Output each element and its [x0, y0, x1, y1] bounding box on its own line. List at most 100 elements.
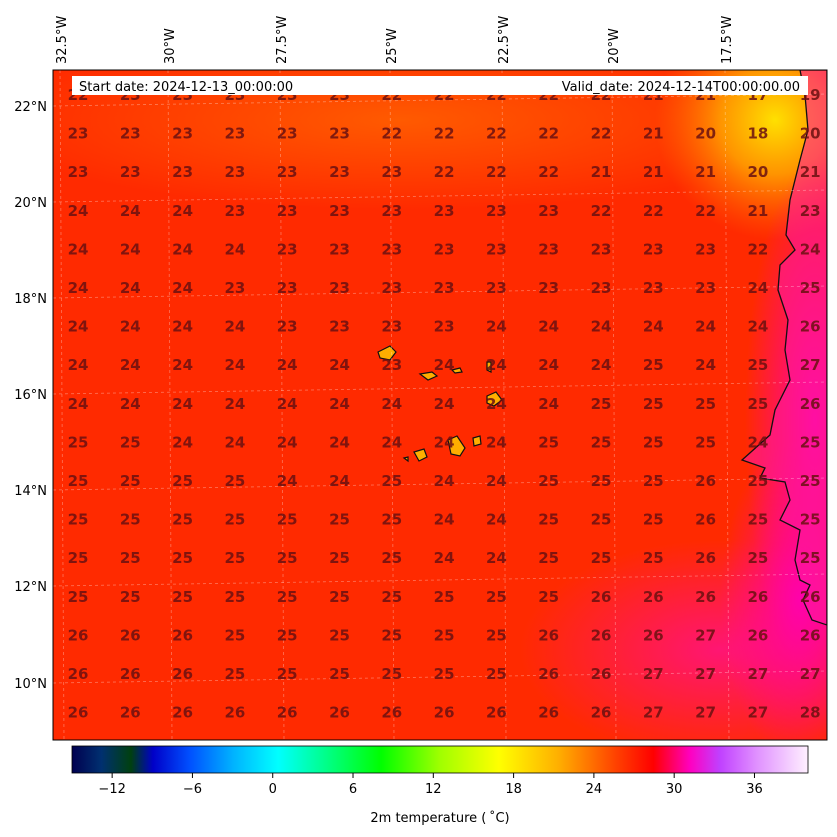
grid-value: 24 — [747, 318, 768, 336]
colorbar-tick-label: 6 — [349, 782, 357, 797]
island-maio — [472, 435, 482, 447]
grid-value: 22 — [695, 202, 716, 220]
grid-value: 24 — [172, 356, 193, 374]
graticule — [53, 70, 827, 740]
grid-value: 25 — [591, 549, 612, 567]
grid-value: 25 — [486, 665, 507, 683]
colorbar-tick-label: 30 — [666, 782, 683, 797]
grid-value: 27 — [747, 704, 768, 722]
longitude-label: 25°W — [385, 28, 400, 64]
grid-value: 25 — [643, 433, 664, 451]
grid-value: 26 — [538, 665, 559, 683]
grid-value: 25 — [591, 395, 612, 413]
grid-value: 24 — [224, 433, 245, 451]
coastline-africa — [740, 70, 827, 626]
grid-value: 25 — [277, 665, 298, 683]
grid-value: 24 — [434, 395, 455, 413]
colorbar-tick-label: 18 — [505, 782, 522, 797]
grid-value: 25 — [277, 549, 298, 567]
grid-value: 26 — [120, 626, 141, 644]
grid-value: 25 — [381, 511, 402, 529]
grid-value: 25 — [643, 395, 664, 413]
grid-value: 26 — [172, 704, 193, 722]
grid-value: 24 — [277, 395, 298, 413]
grid-value: 23 — [277, 163, 298, 181]
grid-value: 25 — [643, 472, 664, 490]
grid-value: 26 — [277, 704, 298, 722]
grid-value: 26 — [800, 588, 821, 606]
grid-value: 24 — [381, 433, 402, 451]
colorbar-tick-label: −6 — [183, 782, 202, 797]
latitude-label: 12°N — [14, 580, 47, 595]
colorbar-ticks: −12 −6 0 6 12 18 24 30 36 — [98, 773, 763, 797]
grid-value: 25 — [591, 472, 612, 490]
colorbar-tick-label: 24 — [586, 782, 603, 797]
grid-value: 25 — [800, 433, 821, 451]
grid-value: 22 — [434, 163, 455, 181]
grid-value: 27 — [643, 704, 664, 722]
grid-value: 24 — [224, 356, 245, 374]
grid-value: 27 — [695, 665, 716, 683]
grid-value: 25 — [172, 472, 193, 490]
grid-value: 23 — [434, 202, 455, 220]
grid-value: 26 — [538, 626, 559, 644]
grid-value: 25 — [381, 588, 402, 606]
grid-value: 25 — [800, 279, 821, 297]
grid-value: 21 — [591, 163, 612, 181]
grid-value: 24 — [172, 202, 193, 220]
grid-value: 23 — [120, 163, 141, 181]
grid-value: 24 — [277, 472, 298, 490]
island-santiago — [447, 435, 466, 457]
grid-value: 23 — [591, 240, 612, 258]
grid-value: 23 — [381, 240, 402, 258]
grid-value: 25 — [277, 588, 298, 606]
grid-value: 26 — [329, 704, 350, 722]
grid-value: 25 — [68, 433, 89, 451]
grid-value: 24 — [172, 433, 193, 451]
grid-value: 24 — [224, 318, 245, 336]
grid-value: 23 — [538, 202, 559, 220]
latitude-label: 20°N — [14, 196, 47, 211]
grid-value: 23 — [538, 279, 559, 297]
grid-value: 24 — [538, 318, 559, 336]
longitude-label: 22.5°W — [497, 16, 512, 64]
grid-value: 24 — [329, 395, 350, 413]
grid-value: 23 — [224, 125, 245, 143]
grid-value: 23 — [486, 202, 507, 220]
grid-value: 24 — [172, 240, 193, 258]
grid-value: 23 — [277, 318, 298, 336]
grid-value: 25 — [538, 511, 559, 529]
grid-value: 23 — [591, 279, 612, 297]
grid-value: 24 — [120, 318, 141, 336]
grid-value: 23 — [329, 163, 350, 181]
grid-value: 23 — [381, 318, 402, 336]
header-box — [72, 76, 808, 95]
grid-value: 23 — [329, 202, 350, 220]
grid-value: 25 — [277, 511, 298, 529]
grid-value: 24 — [120, 240, 141, 258]
map-frame — [52, 69, 828, 741]
grid-value: 25 — [68, 511, 89, 529]
grid-value: 25 — [329, 588, 350, 606]
grid-value: 25 — [172, 549, 193, 567]
grid-value: 26 — [800, 395, 821, 413]
grid-value: 23 — [277, 240, 298, 258]
grid-value: 26 — [120, 704, 141, 722]
grid-value: 23 — [120, 125, 141, 143]
grid-value: 24 — [643, 318, 664, 336]
grid-value: 22 — [486, 163, 507, 181]
grid-value: 25 — [538, 433, 559, 451]
island-brava — [402, 456, 409, 463]
meridian-line — [724, 70, 730, 740]
grid-value-labels: 2223232323232222222222212117192323232323… — [68, 86, 821, 722]
grid-value: 25 — [381, 472, 402, 490]
grid-value: 25 — [800, 511, 821, 529]
grid-value: 25 — [695, 395, 716, 413]
temperature-field — [53, 70, 827, 740]
longitude-label: 30°W — [163, 28, 178, 64]
grid-value: 25 — [643, 511, 664, 529]
grid-value: 18 — [747, 125, 768, 143]
grid-value: 24 — [68, 202, 89, 220]
grid-value: 25 — [434, 588, 455, 606]
grid-value: 26 — [172, 665, 193, 683]
